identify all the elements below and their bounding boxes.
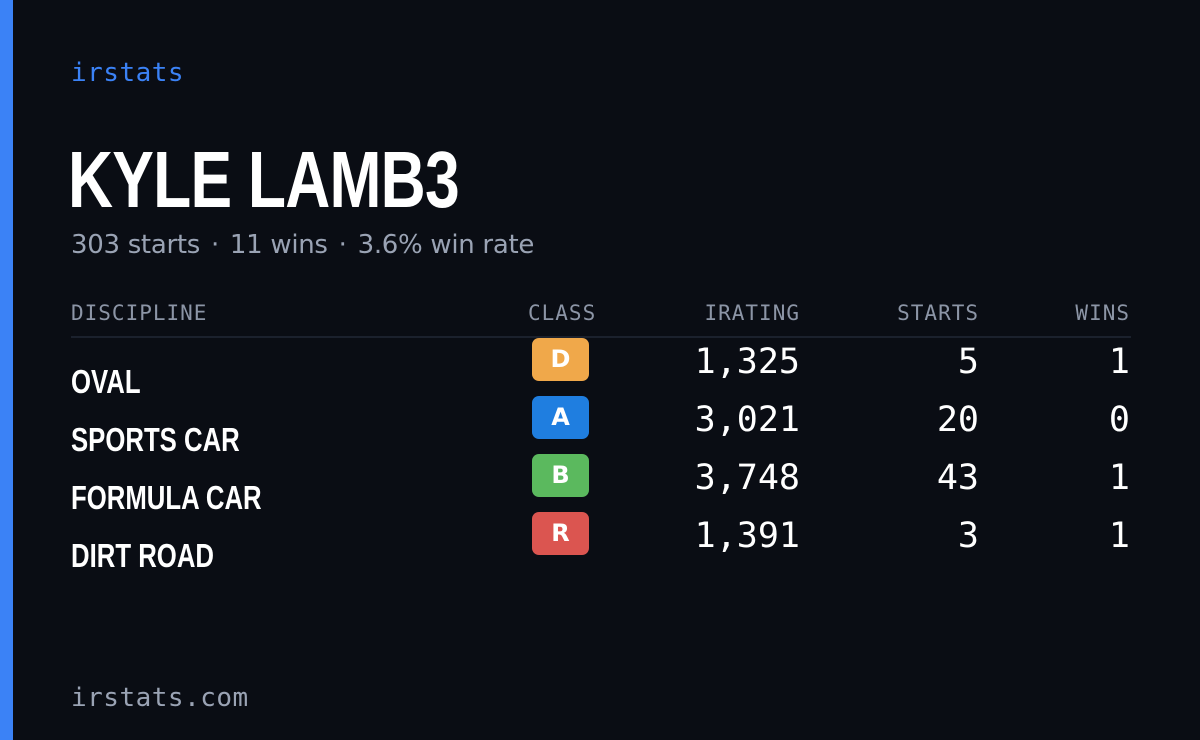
header-wins: WINS	[1075, 301, 1130, 325]
summary-separator: ·	[210, 230, 219, 260]
starts-value: 5	[957, 342, 979, 382]
starts-value: 43	[936, 458, 979, 498]
summary-win-rate: 3.6% win rate	[357, 230, 535, 260]
table-row: FORMULA CAR B 3,748 43 1	[71, 454, 1131, 516]
discipline-name: DIRT ROAD	[71, 537, 214, 574]
class-badge: B	[532, 454, 589, 497]
brand-logo[interactable]: irstats	[71, 58, 185, 88]
class-badge: A	[532, 396, 589, 439]
table-row: SPORTS CAR A 3,021 20 0	[71, 396, 1131, 458]
irating-value: 3,748	[694, 458, 800, 498]
class-badge: R	[532, 512, 589, 555]
irating-value: 1,325	[694, 342, 800, 382]
discipline-name: OVAL	[71, 363, 141, 400]
footer-url[interactable]: irstats.com	[71, 683, 249, 713]
starts-value: 3	[957, 516, 979, 556]
wins-value: 0	[1108, 400, 1130, 440]
driver-name: KYLE LAMB3	[68, 135, 460, 224]
header-irating: IRATING	[704, 301, 800, 325]
table-header: DISCIPLINE CLASS IRATING STARTS WINS	[71, 298, 1131, 338]
irating-value: 3,021	[694, 400, 800, 440]
header-starts: STARTS	[897, 301, 979, 325]
header-discipline: DISCIPLINE	[71, 301, 208, 325]
summary-separator: ·	[338, 230, 347, 260]
wins-value: 1	[1108, 458, 1130, 498]
summary-wins: 11 wins	[229, 230, 328, 260]
starts-value: 20	[936, 400, 979, 440]
discipline-name: SPORTS CAR	[71, 421, 240, 458]
driver-summary: 303 starts · 11 wins · 3.6% win rate	[71, 227, 534, 263]
header-class: CLASS	[528, 301, 597, 325]
table-row: OVAL D 1,325 5 1	[71, 338, 1131, 400]
summary-starts: 303 starts	[71, 230, 200, 260]
class-badge: D	[532, 338, 589, 381]
discipline-table: DISCIPLINE CLASS IRATING STARTS WINS OVA…	[71, 298, 1131, 574]
table-row: DIRT ROAD R 1,391 3 1	[71, 512, 1131, 574]
wins-value: 1	[1108, 342, 1130, 382]
discipline-name: FORMULA CAR	[71, 479, 262, 516]
accent-bar	[0, 0, 13, 740]
irating-value: 1,391	[694, 516, 800, 556]
wins-value: 1	[1108, 516, 1130, 556]
